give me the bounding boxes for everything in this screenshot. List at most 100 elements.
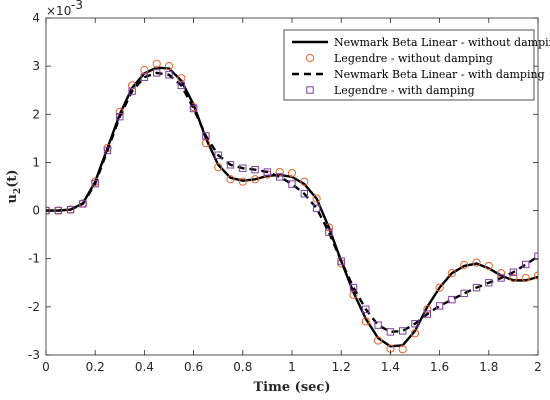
y-tick-label: 3	[32, 59, 40, 73]
x-tick-label: 1.4	[381, 360, 400, 374]
data-point-square	[325, 228, 333, 236]
data-point-circle	[300, 177, 309, 186]
x-tick-label: 0.4	[135, 360, 154, 374]
data-point-circle	[509, 273, 518, 283]
y-tick-label: 4	[32, 11, 40, 25]
y-axis-title: u2(t)	[5, 169, 23, 203]
data-point-circle	[251, 175, 260, 184]
data-point-square	[485, 279, 493, 287]
data-point-square	[214, 151, 222, 159]
data-point-square	[448, 295, 456, 304]
data-point-square	[399, 327, 407, 335]
y-tick-label: -1	[28, 252, 40, 266]
data-point-square	[423, 310, 432, 318]
y-axis-title-suffix: (t)	[5, 169, 20, 187]
data-point-square	[460, 289, 468, 298]
data-point-circle	[398, 345, 407, 354]
legend-item: Legendre - with damping	[306, 84, 475, 97]
series-3	[46, 71, 538, 334]
legend-swatch-circle	[305, 53, 315, 63]
data-point-circle	[287, 168, 297, 178]
x-tick-label: 1.2	[332, 360, 351, 374]
x-tick-label: 0.6	[184, 360, 203, 374]
x-tick-label: 2	[534, 360, 542, 374]
data-point-square	[116, 112, 124, 121]
y-tick-label: -3	[28, 348, 40, 362]
data-point-square	[411, 320, 419, 328]
data-point-square	[522, 260, 530, 269]
legend-label: Legendre - with damping	[334, 84, 475, 97]
data-point-circle	[472, 258, 481, 267]
data-point-square	[534, 252, 538, 261]
data-point-circle	[275, 167, 284, 177]
data-point-square	[202, 132, 210, 140]
data-point-square	[153, 69, 161, 77]
data-point-square	[165, 71, 173, 79]
data-point-square	[288, 180, 296, 188]
y-exponent-power: -3	[71, 0, 83, 12]
x-tick-label: 0.2	[86, 360, 105, 374]
data-point-square	[374, 321, 382, 329]
data-point-square	[251, 165, 259, 174]
y-axis-title-subscript: 2	[13, 188, 23, 194]
y-axis-title-base: u	[5, 194, 20, 203]
svg-text:u2(t): u2(t)	[5, 169, 23, 203]
data-point-square	[276, 173, 284, 181]
data-point-square	[226, 161, 235, 169]
data-point-circle	[238, 177, 247, 186]
axis-ticks: 0 0.2 0.4 0.6 0.8 1 1.2 1.4 1.6 1.8 2 -3 -2 -1 0 1 2 3 4	[28, 11, 542, 374]
y-exponent-base: ×10	[46, 4, 71, 18]
data-point-circle	[361, 317, 370, 326]
data-point-square	[54, 206, 62, 215]
data-point-square	[362, 305, 370, 313]
x-tick-label: 0.8	[233, 360, 252, 374]
data-point-square	[79, 200, 87, 208]
data-point-square	[337, 257, 345, 265]
data-point-square	[300, 190, 309, 198]
data-point-circle	[164, 62, 174, 71]
y-tick-label: -2	[28, 300, 40, 314]
data-point-circle	[410, 329, 420, 338]
data-point-circle	[484, 261, 493, 271]
legend-item: Newmark Beta Linear - with damping	[292, 68, 545, 81]
data-point-square	[509, 268, 518, 276]
data-point-square	[472, 283, 481, 292]
data-point-circle	[533, 271, 538, 280]
data-point-circle	[214, 163, 223, 172]
data-point-circle	[226, 175, 235, 184]
legend-swatch-square	[306, 86, 314, 94]
data-point-circle	[435, 283, 444, 292]
legend-label: Newmark Beta Linear - with damping	[334, 68, 545, 81]
legend-label: Newmark Beta Linear - without damping	[334, 36, 550, 49]
series-4	[46, 69, 538, 336]
x-tick-label: 0	[42, 360, 50, 374]
data-point-square	[66, 205, 75, 214]
data-point-square	[177, 81, 186, 90]
series-layer	[46, 59, 538, 354]
data-point-circle	[460, 260, 469, 270]
data-point-square	[91, 179, 99, 188]
data-point-square	[312, 204, 321, 212]
data-point-square	[263, 168, 272, 176]
y-tick-label: 0	[32, 204, 40, 218]
x-tick-label: 1	[288, 360, 296, 374]
legend-label: Legendre - without damping	[334, 52, 493, 65]
series-line-dashed	[46, 71, 538, 334]
data-point-square	[140, 73, 149, 81]
y-tick-label: 2	[32, 107, 40, 121]
data-point-square	[497, 274, 505, 282]
x-axis-title: Time (sec)	[254, 380, 331, 395]
x-tick-label: 1.8	[479, 360, 498, 374]
data-point-square	[386, 328, 395, 336]
legend-item: Legendre - without damping	[305, 52, 493, 65]
data-point-circle	[374, 336, 383, 345]
data-point-square	[239, 164, 247, 172]
data-point-square	[349, 283, 358, 292]
data-point-circle	[152, 59, 161, 68]
legend-item: Newmark Beta Linear - without damping	[292, 36, 550, 49]
data-point-circle	[447, 269, 456, 278]
data-point-square	[103, 146, 112, 155]
data-point-square	[128, 87, 136, 95]
legend: Newmark Beta Linear - without damping Leg…	[283, 29, 550, 101]
